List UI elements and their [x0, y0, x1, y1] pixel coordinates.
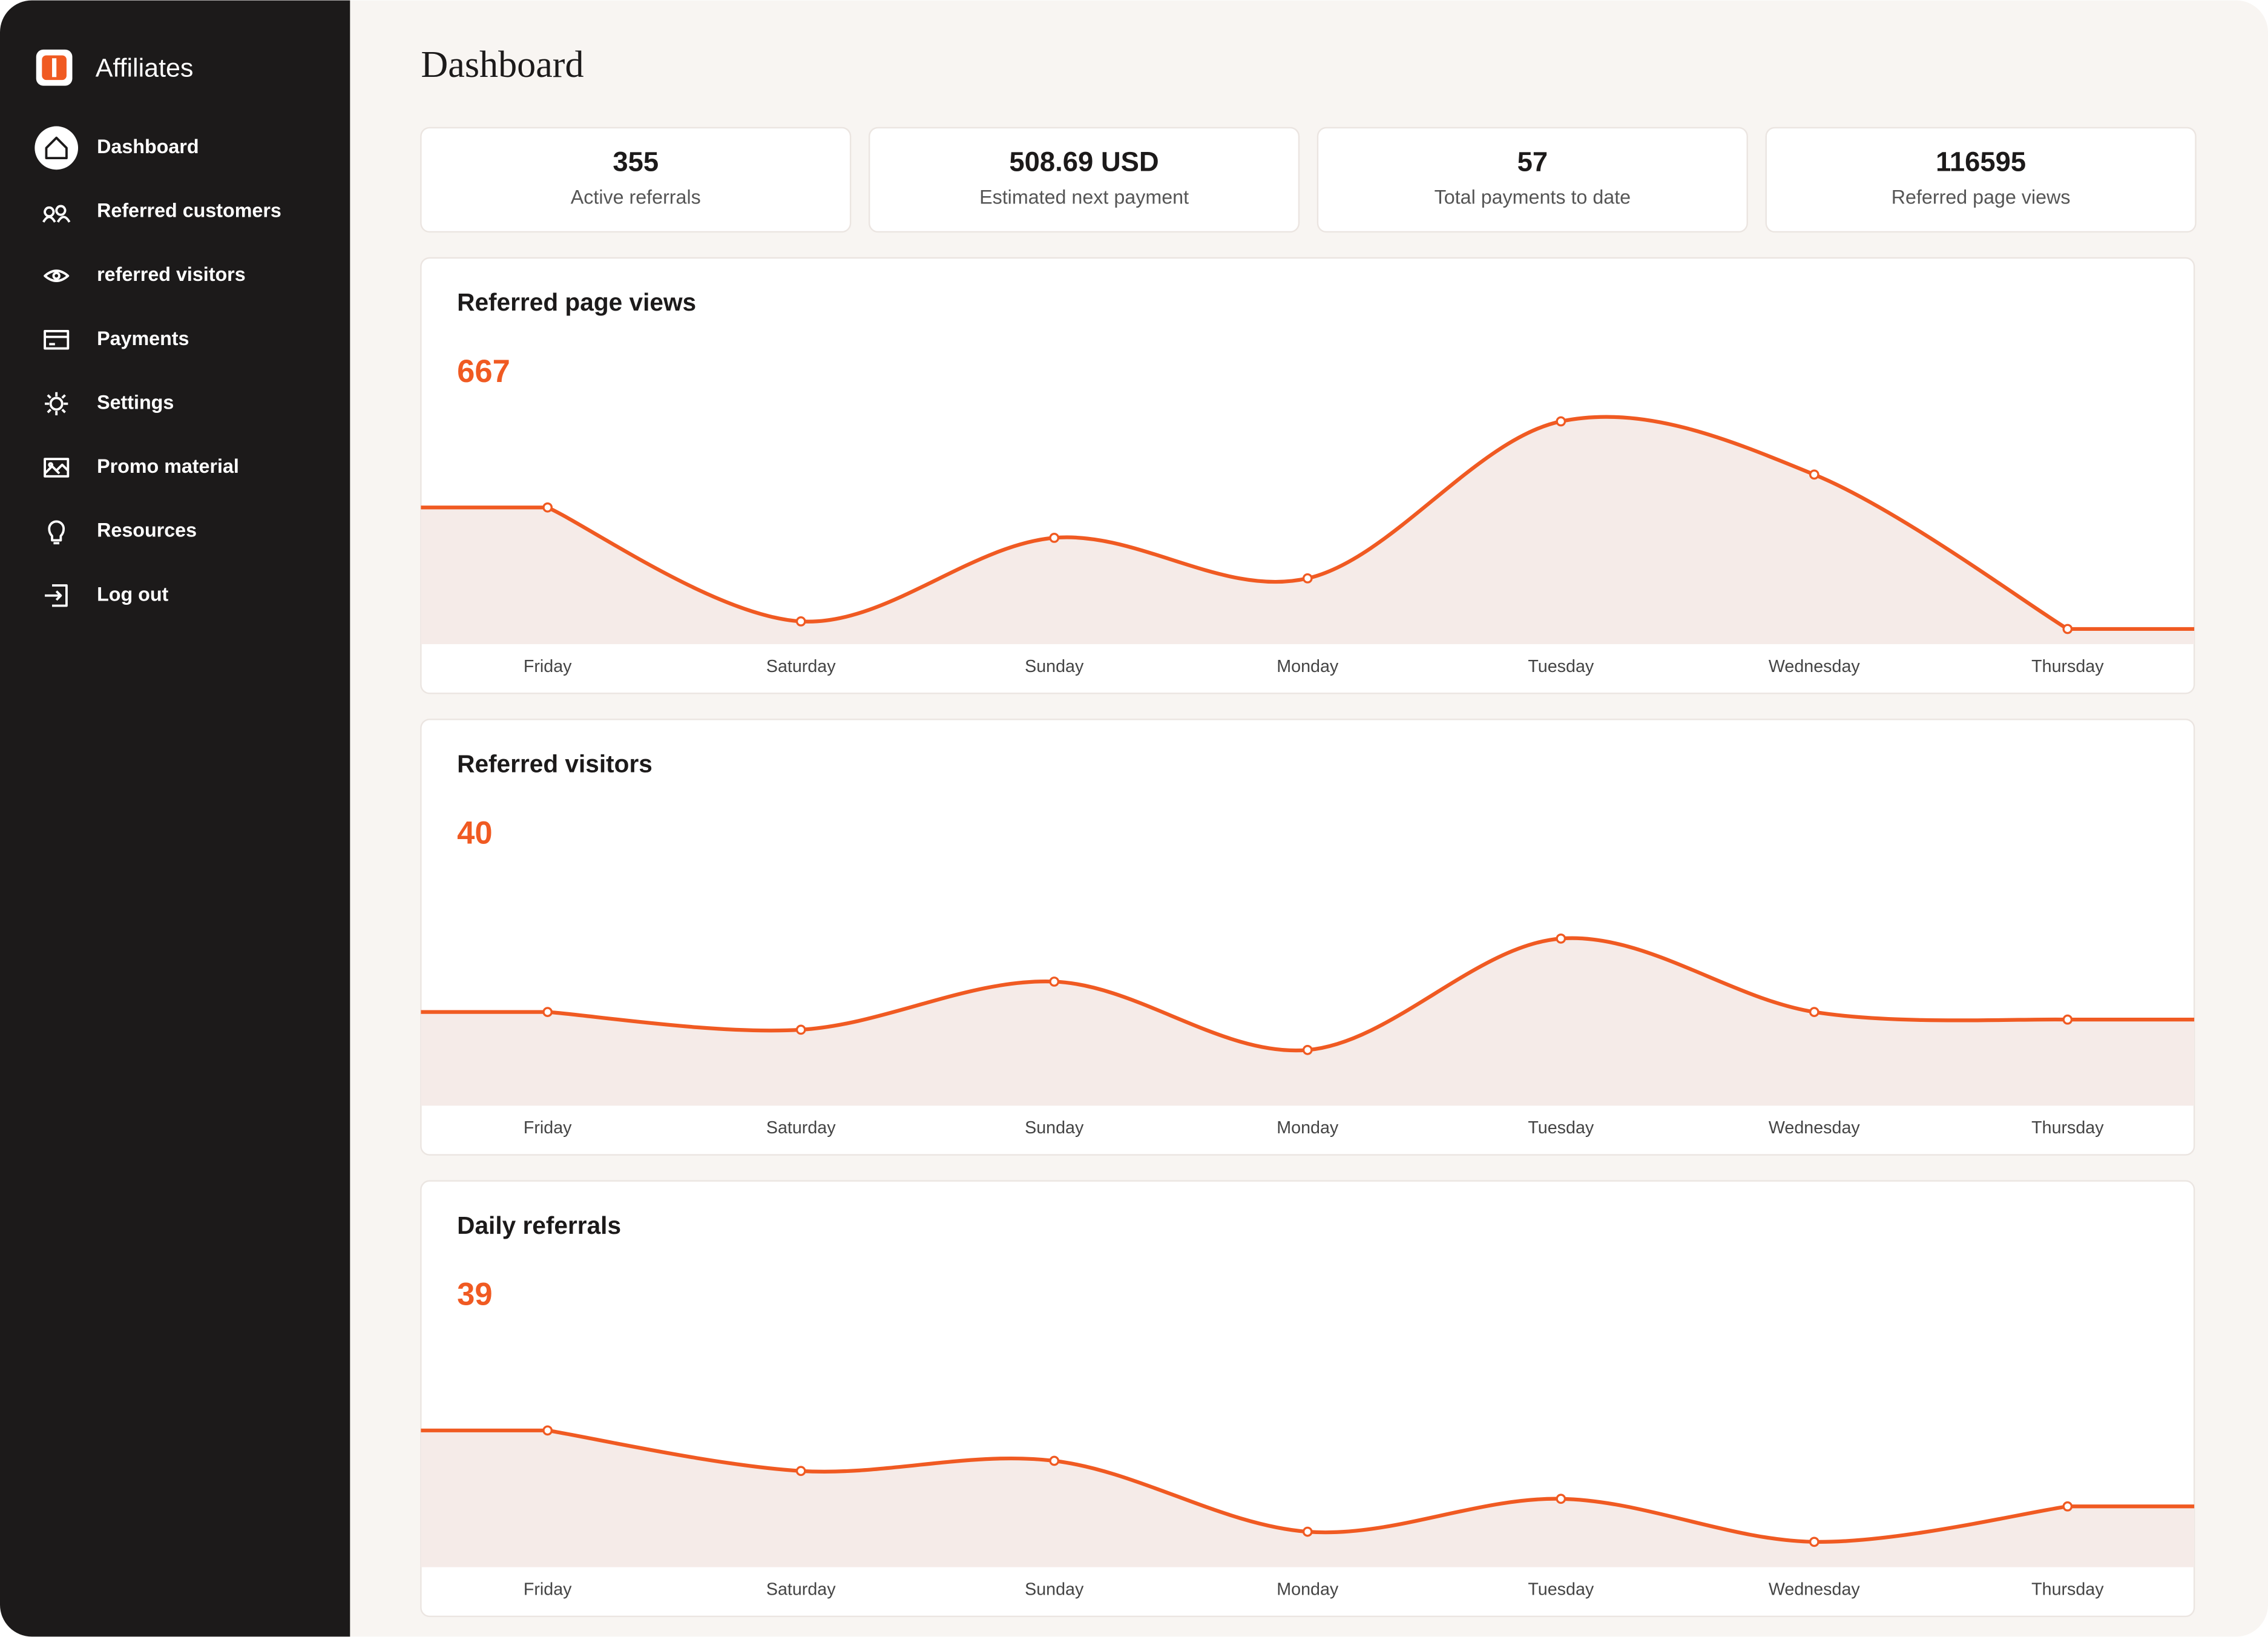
point [795, 616, 806, 627]
x-tick-label: Friday [524, 1118, 572, 1138]
x-tick-label: Wednesday [1769, 1579, 1860, 1599]
nav-icon [45, 392, 68, 415]
x-tick-label: Tuesday [1528, 657, 1594, 676]
x-tick-label: Friday [524, 1579, 572, 1599]
x-tick-label: Sunday [1025, 657, 1084, 676]
nav-active-indicator [35, 126, 79, 170]
brand-name: Affiliates [96, 54, 194, 83]
point [1809, 1537, 1819, 1547]
area-fill [421, 417, 2195, 645]
stat-card [1765, 127, 2197, 233]
point [1049, 533, 1060, 543]
nav-item[interactable]: Settings [97, 391, 174, 413]
point [1302, 573, 1313, 584]
x-tick-label: Friday [524, 657, 572, 676]
nav-item[interactable]: Referred customers [97, 200, 281, 222]
chart-title: Referred page views [457, 288, 696, 316]
stat-card [420, 127, 852, 233]
stat-label: Estimated next payment [979, 186, 1189, 208]
stat-label: Referred page views [1892, 186, 2071, 208]
nav-icon [44, 458, 70, 478]
x-tick-label: Sunday [1025, 1118, 1084, 1138]
x-tick-label: Tuesday [1528, 1118, 1594, 1138]
x-tick-label: Monday [1277, 1579, 1339, 1599]
nav-item[interactable]: Payments [97, 328, 189, 349]
point [795, 1024, 806, 1035]
point [542, 502, 553, 513]
sidebar [0, 0, 350, 1637]
x-tick-label: Wednesday [1769, 1118, 1860, 1138]
stat-card [1316, 127, 1748, 233]
x-tick-label: Wednesday [1769, 657, 1860, 676]
nav-icon [42, 205, 71, 223]
point [1809, 1007, 1819, 1017]
x-tick-label: Thursday [2031, 1118, 2104, 1138]
point [2062, 624, 2073, 634]
nav-icon [45, 136, 68, 160]
page-title: Dashboard [421, 44, 583, 85]
stat-label: Active referrals [571, 186, 701, 208]
x-tick-label: Saturday [766, 657, 836, 676]
point [1302, 1526, 1313, 1537]
nav-item[interactable]: referred visitors [97, 263, 246, 285]
x-tick-label: Saturday [766, 1118, 836, 1138]
point [1302, 1044, 1313, 1055]
stat-value: 116595 [1936, 147, 2026, 177]
stat-label: Total payments to date [1435, 186, 1631, 208]
point [1809, 469, 1819, 480]
nav-icon [48, 520, 65, 545]
point [1049, 1455, 1060, 1466]
x-tick-label: Monday [1277, 1118, 1339, 1138]
nav-item[interactable]: Log out [97, 583, 168, 605]
point [795, 1466, 806, 1477]
brand-logo-bar [52, 58, 57, 77]
x-tick-label: Thursday [2031, 1579, 2104, 1599]
chart-total: 39 [457, 1277, 492, 1313]
area-fill [421, 938, 2195, 1106]
point [1049, 977, 1060, 987]
stat-value: 57 [1517, 147, 1548, 177]
point [2062, 1014, 2073, 1025]
chart-title: Daily referrals [457, 1211, 621, 1239]
nav-item[interactable]: Promo material [97, 455, 239, 477]
stat-value: 508.69 USD [1009, 147, 1159, 177]
point [542, 1425, 553, 1436]
point [1556, 933, 1566, 944]
x-tick-label: Tuesday [1528, 1579, 1594, 1599]
stat-card [868, 127, 1300, 233]
point [1556, 416, 1566, 427]
nav-item[interactable]: Dashboard [97, 136, 199, 157]
chart-title: Referred visitors [457, 750, 652, 778]
nav-item[interactable]: Resources [97, 519, 197, 541]
x-tick-label: Sunday [1025, 1579, 1084, 1599]
chart-total: 667 [457, 354, 510, 389]
point [2062, 1501, 2073, 1512]
x-tick-label: Thursday [2031, 657, 2104, 676]
chart-total: 40 [457, 815, 492, 851]
x-tick-label: Saturday [766, 1579, 836, 1599]
x-tick-label: Monday [1277, 657, 1339, 676]
nav-icon [44, 330, 70, 350]
nav-icon [45, 584, 68, 607]
area-fill [421, 1430, 2195, 1567]
nav-icon [44, 269, 70, 282]
point [542, 1007, 553, 1017]
stat-value: 355 [613, 147, 659, 177]
point [1556, 1494, 1566, 1504]
